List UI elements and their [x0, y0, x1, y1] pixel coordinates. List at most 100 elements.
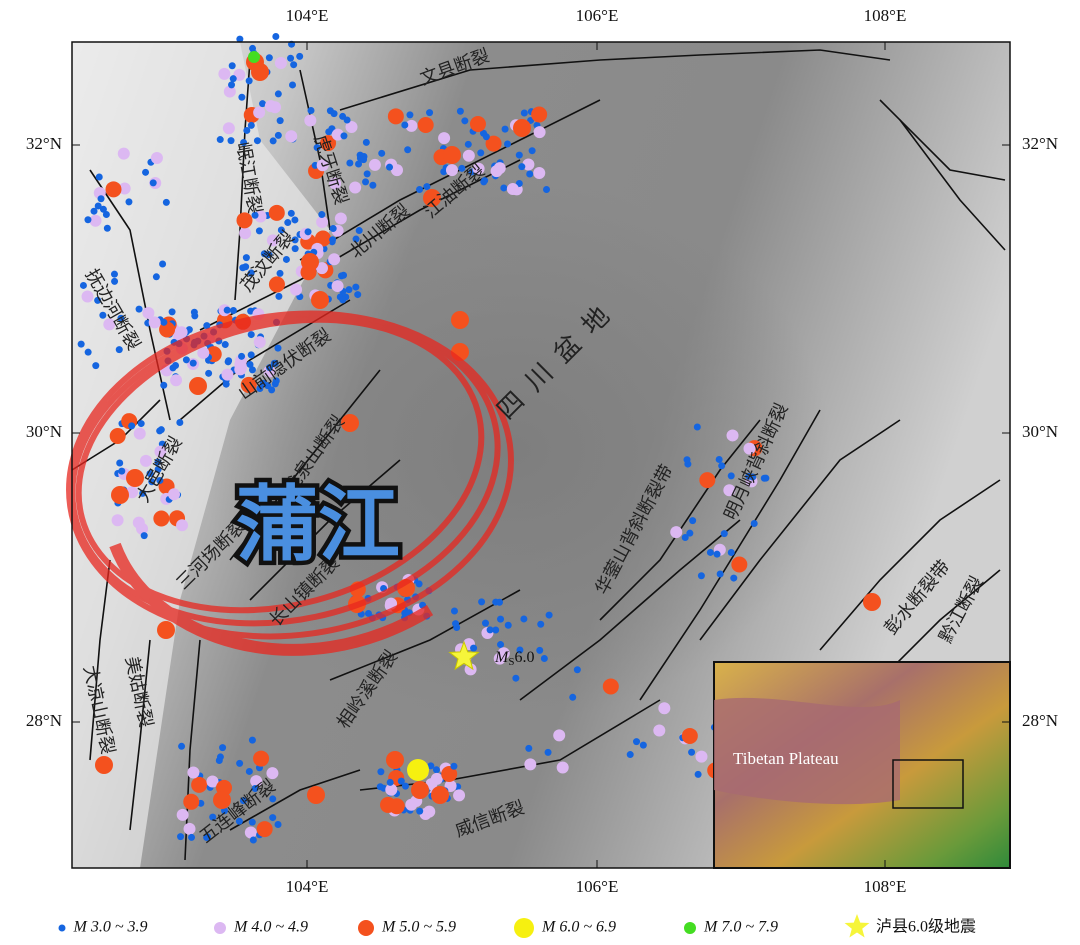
quake-dot [504, 140, 512, 148]
quake-dot [84, 348, 92, 356]
quake-dot [404, 146, 412, 154]
quake-dot [528, 147, 536, 155]
quake-dot [377, 768, 385, 776]
quake-dot [228, 62, 236, 70]
quake-dot [287, 209, 295, 217]
quake-dot [626, 751, 634, 759]
quake-dot [397, 777, 405, 785]
quake-dot [157, 621, 175, 639]
quake-dot [247, 121, 255, 129]
quake-dot [133, 427, 146, 440]
quake-dot [415, 580, 423, 588]
quake-dot [750, 520, 758, 528]
quake-dot [441, 765, 458, 782]
quake-dot [525, 744, 533, 752]
quake-dot [265, 54, 273, 62]
quake-dot [334, 212, 347, 225]
epicenter-subscript: S [508, 656, 514, 668]
quake-dot [154, 458, 162, 466]
quake-dot [311, 291, 329, 309]
quake-dot [178, 742, 186, 750]
quake-dot [255, 227, 263, 235]
quake-dot [276, 269, 284, 277]
quake-dot [236, 759, 244, 767]
quake-dot [481, 619, 489, 627]
quake-dot [277, 226, 285, 234]
quake-dot [229, 306, 237, 314]
quake-dot [239, 227, 252, 240]
quake-dot [167, 488, 180, 501]
plateau-shade [714, 697, 900, 805]
quake-dot [512, 674, 520, 682]
quake-dot [256, 384, 264, 392]
quake-dot [451, 311, 469, 329]
quake-dot [313, 144, 321, 152]
quake-dot [745, 472, 753, 480]
quake-dot [183, 793, 200, 810]
quake-dot [223, 306, 231, 314]
quake-dot [247, 331, 255, 339]
quake-dot [543, 186, 551, 194]
quake-dot [480, 129, 488, 137]
quake-dot [251, 785, 259, 793]
quake-dot [137, 420, 145, 428]
quake-dot [242, 263, 250, 271]
quake-dot [160, 318, 168, 326]
quake-dot [478, 598, 486, 606]
legend-label: M 4.0 ~ 4.9 [233, 919, 308, 936]
quake-dot [401, 782, 409, 790]
quake-dot [328, 253, 341, 266]
quake-dot [513, 119, 531, 137]
quake-dot [290, 283, 303, 296]
quake-dot [110, 270, 118, 278]
epicenter-star [448, 640, 480, 671]
quake-dot [221, 807, 229, 815]
quake-dot [386, 163, 394, 171]
quake-dot [276, 117, 284, 125]
quake-dot [301, 253, 319, 271]
quake-dot [245, 77, 253, 85]
legend-swatch [514, 918, 534, 938]
quake-dot [423, 189, 441, 207]
quake-dot [197, 346, 210, 359]
quake-dot [316, 159, 329, 172]
quake-dot [405, 798, 418, 811]
hand-drawn-circle [66, 310, 514, 656]
quake-dot [99, 311, 107, 319]
quake-dot [458, 164, 466, 172]
quake-dot [461, 117, 469, 125]
quake-dot [103, 318, 116, 331]
quake-dot [291, 236, 299, 244]
quake-dot [218, 67, 231, 80]
quake-dot [156, 476, 164, 484]
quake-dot [431, 786, 449, 804]
quake-dot [506, 183, 519, 196]
quake-dot [417, 116, 434, 133]
quake-dot [153, 510, 170, 527]
legend-label: 泸县6.0级地震 [876, 918, 976, 936]
quake-dot [139, 489, 147, 497]
quake-dot [524, 758, 537, 771]
quake-dot [219, 744, 227, 752]
quake-dot [79, 281, 87, 289]
legend-swatch [214, 922, 226, 934]
quake-dot [206, 775, 219, 788]
quake-dot [553, 729, 566, 742]
legend-label: M 3.0 ~ 3.9 [73, 919, 148, 936]
quake-dot [340, 132, 348, 140]
quake-dot [187, 766, 200, 779]
quake-dot [427, 762, 435, 770]
legend-swatch [58, 924, 66, 932]
quake-dot [274, 821, 282, 829]
quake-dot [545, 611, 553, 619]
quake-dot [176, 808, 189, 821]
quake-dot [426, 109, 434, 117]
quake-dot [240, 138, 248, 146]
quake-dot [182, 356, 190, 364]
quake-dot [450, 762, 458, 770]
quake-dot [89, 214, 102, 227]
quake-dot [177, 833, 185, 841]
quake-dot [693, 423, 701, 431]
quake-dot [363, 170, 371, 178]
